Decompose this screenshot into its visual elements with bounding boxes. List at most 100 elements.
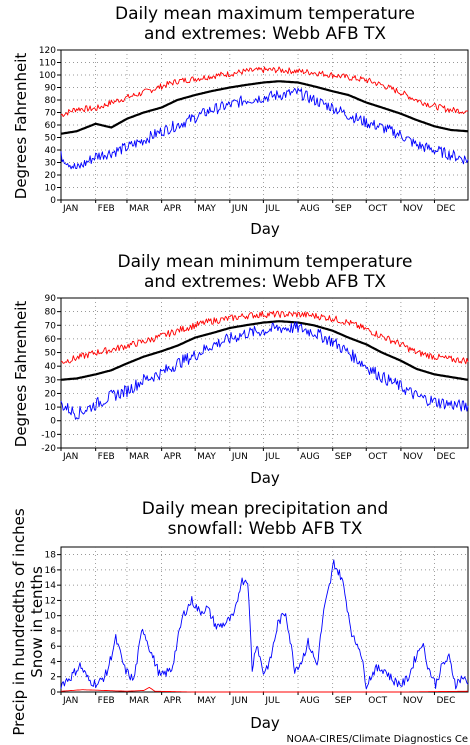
chart-tmax-x-tick-label: MAY — [197, 204, 216, 214]
chart-tmin-y-tick-label: 20 — [45, 389, 57, 399]
chart-precip-x-tick-label: FEB — [98, 696, 115, 706]
chart-tmin-x-tick-label: AUG — [300, 452, 320, 462]
chart-tmin-frame — [60, 297, 469, 449]
chart-tmax-y-tick-label: 90 — [45, 84, 57, 94]
chart-tmax-x-axis-label: Day — [250, 220, 280, 238]
chart-tmin-x-tick-label: MAR — [129, 452, 149, 462]
chart-tmax-x-tick-label: AUG — [300, 204, 320, 214]
chart-tmin-x-tick-label: FEB — [98, 452, 115, 462]
chart-tmax-y-axis-label: Degrees Fahrenheit — [12, 53, 30, 200]
chart-tmin-series-low — [60, 321, 469, 420]
chart-tmax-y-tick-label: 110 — [39, 59, 56, 69]
chart-tmin: Daily mean minimum temperature and extre… — [12, 252, 469, 487]
chart-precip-series-precip — [60, 559, 469, 690]
chart-tmax-title-line1: Daily mean maximum temperature — [115, 4, 415, 24]
chart-precip-y-tick-label: 4 — [50, 657, 56, 667]
chart-tmax-y-tick-label: 20 — [45, 171, 57, 181]
chart-precip-y-tick-label: 16 — [45, 566, 57, 576]
chart-precip-y-tick-label: 18 — [45, 551, 57, 561]
chart-precip-x-tick-label: JAN — [62, 696, 78, 706]
chart-tmax-x-tick-label: JAN — [62, 204, 78, 214]
chart-precip-plot: 0 2 4 6 8 10 12 14 16 18 JAN FEB MAR APR MAY JUN JUL AUG S… — [45, 546, 469, 706]
chart-precip-y-tick-label: 8 — [50, 627, 56, 637]
chart-tmin-y-tick-label: 40 — [45, 362, 57, 372]
chart-tmax-y-tick-label: 30 — [45, 159, 57, 169]
chart-tmin-y-tick-label: -10 — [41, 430, 56, 440]
chart-tmin-x-tick-label: MAY — [197, 452, 216, 462]
chart-tmax-x-tick-label: OCT — [368, 204, 387, 214]
chart-tmax-y-tick-label: 60 — [45, 121, 57, 131]
chart-precip-y-axis-label-line1: Precip in hundredths of inches — [10, 508, 28, 735]
chart-precip-y-axis-label-line2: Snow in tenths — [28, 566, 46, 678]
chart-tmin-series-high — [60, 310, 469, 365]
chart-tmin-y-tick-label: -20 — [41, 444, 56, 454]
chart-tmax-y-tick-label: 80 — [45, 96, 57, 106]
chart-tmin-x-tick-label: NOV — [403, 452, 424, 462]
chart-tmax: Daily mean maximum temperature and extre… — [12, 4, 469, 238]
chart-precip-y-tick-label: 2 — [50, 673, 56, 683]
chart-tmin-y-tick-label: 70 — [45, 321, 57, 331]
chart-tmax-series-high — [60, 66, 469, 117]
credit-text: NOAA-CIRES/Climate Diagnostics Ce — [287, 734, 468, 745]
chart-tmin-x-tick-label: APR — [164, 452, 182, 462]
chart-precip-x-tick-label: OCT — [368, 696, 387, 706]
chart-tmin-y-axis-label: Degrees Fahrenheit — [12, 301, 30, 448]
chart-precip-y-tick-label: 10 — [45, 612, 57, 622]
chart-precip-x-tick-label: MAR — [129, 696, 149, 706]
chart-tmin-x-tick-label: JAN — [62, 452, 78, 462]
chart-tmin-y-tick-label: 10 — [45, 403, 57, 413]
chart-precip-x-tick-label: JUN — [231, 696, 248, 706]
chart-tmin-title-line2: and extremes: Webb AFB TX — [144, 272, 386, 292]
chart-precip-title-line1: Daily mean precipitation and — [142, 499, 389, 519]
chart-tmin-y-tick-label: 50 — [45, 349, 57, 359]
chart-tmax-y-tick-label: 120 — [39, 46, 56, 56]
chart-tmin-y-tick-label: 90 — [45, 294, 57, 304]
chart-tmin-x-tick-label: JUN — [231, 452, 248, 462]
chart-tmax-x-tick-label: NOV — [403, 204, 424, 214]
chart-tmax-y-tick-label: 70 — [45, 109, 57, 119]
chart-tmax-x-tick-label: SEP — [335, 204, 352, 214]
chart-tmax-title-line2: and extremes: Webb AFB TX — [144, 24, 386, 44]
chart-precip-x-tick-label: AUG — [300, 696, 320, 706]
chart-precip-x-tick-label: DEC — [436, 696, 455, 706]
chart-precip: Daily mean precipitation and snowfall: W… — [10, 499, 469, 736]
chart-precip-frame — [60, 546, 469, 693]
chart-precip-x-axis-label: Day — [250, 714, 280, 732]
chart-tmax-x-tick-label: DEC — [436, 204, 455, 214]
chart-tmax-x-tick-label: APR — [164, 204, 182, 214]
chart-tmax-y-tick-label: 0 — [50, 196, 56, 206]
chart-precip-x-tick-label: MAY — [197, 696, 216, 706]
chart-tmax-y-tick-label: 40 — [45, 146, 57, 156]
chart-precip-y-tick-label: 12 — [45, 596, 56, 606]
chart-tmax-series-mean — [60, 80, 469, 135]
chart-precip-x-tick-label: JUL — [264, 696, 279, 706]
chart-tmax-y-tick-label: 50 — [45, 134, 57, 144]
chart-tmin-x-tick-label: OCT — [368, 452, 387, 462]
chart-tmax-y-tick-label: 100 — [39, 71, 56, 81]
chart-tmin-y-tick-label: 60 — [45, 335, 57, 345]
chart-precip-y-tick-label: 14 — [45, 581, 57, 591]
chart-precip-y-tick-label: 0 — [50, 688, 56, 698]
chart-precip-x-tick-label: NOV — [403, 696, 424, 706]
chart-precip-x-tick-label: APR — [164, 696, 182, 706]
chart-tmin-y-tick-label: 0 — [50, 417, 56, 427]
chart-tmax-y-tick-label: 10 — [45, 184, 57, 194]
chart-tmax-x-tick-label: MAR — [129, 204, 149, 214]
chart-tmax-x-tick-label: FEB — [98, 204, 115, 214]
chart-precip-y-tick-label: 6 — [50, 642, 56, 652]
chart-tmax-x-tick-label: JUN — [231, 204, 248, 214]
chart-precip-series-snow — [61, 686, 468, 693]
chart-tmin-x-tick-label: DEC — [436, 452, 455, 462]
chart-tmin-x-axis-label: Day — [250, 469, 280, 487]
chart-tmax-x-tick-label: JUL — [264, 204, 279, 214]
chart-tmin-series-mean — [60, 320, 469, 381]
chart-tmax-series-low — [60, 87, 469, 170]
chart-precip-title-line2: snowfall: Webb AFB TX — [168, 519, 363, 539]
chart-tmin-y-tick-label: 30 — [45, 376, 57, 386]
chart-tmin-plot: -20 -10 0 10 20 30 40 50 60 70 80 90 JAN FEB MAR APR MAY… — [41, 294, 469, 462]
chart-tmin-x-tick-label: JUL — [264, 452, 279, 462]
chart-tmax-frame — [60, 49, 469, 201]
chart-tmin-x-tick-label: SEP — [335, 452, 352, 462]
chart-tmin-y-tick-label: 80 — [45, 308, 57, 318]
